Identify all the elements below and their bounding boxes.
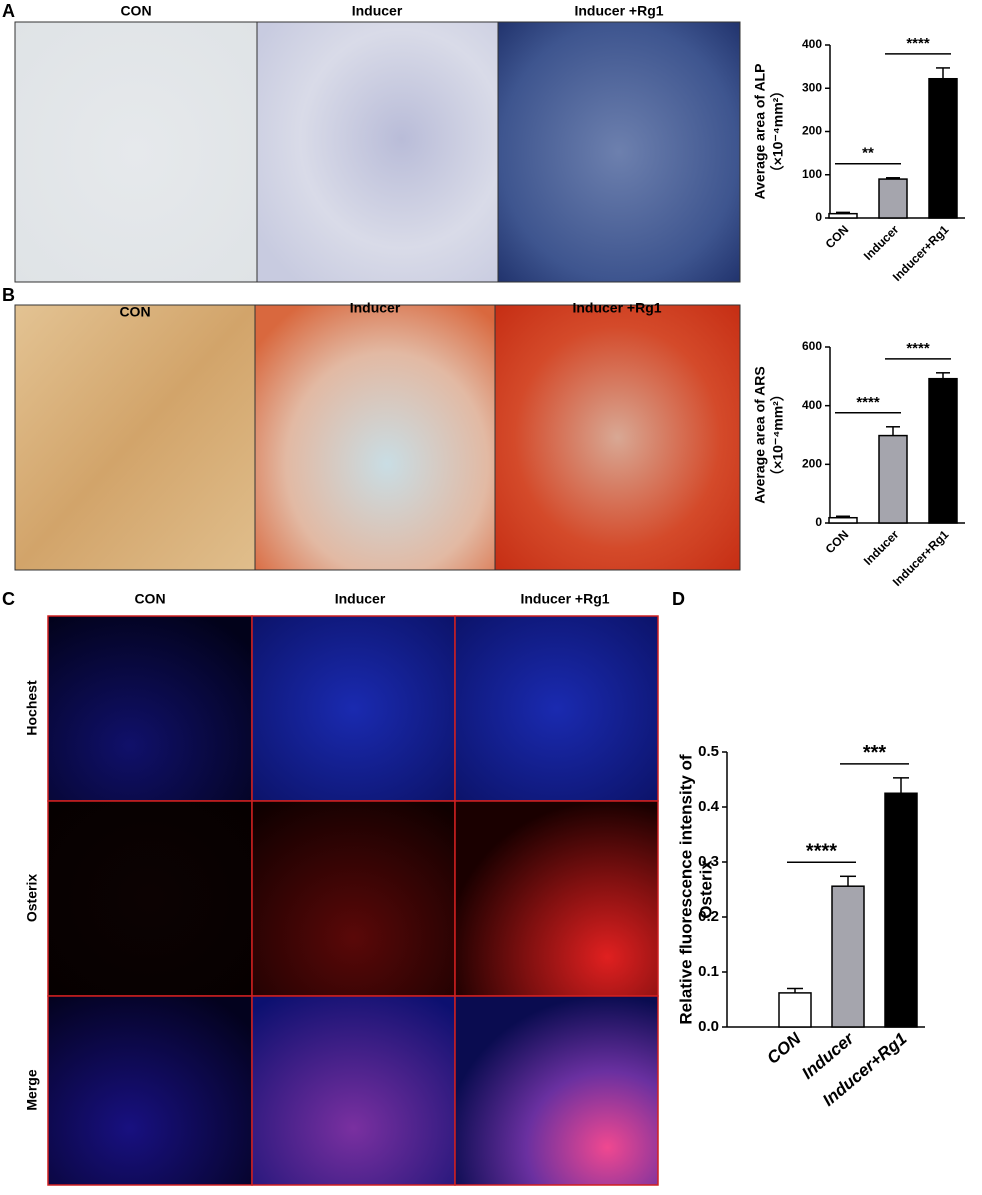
- micrographs-c: [47, 615, 659, 1186]
- bar: [928, 377, 958, 524]
- micrographs-b: [14, 304, 741, 571]
- panel-label: C: [2, 589, 15, 609]
- x-tick-label: Inducer: [861, 527, 902, 568]
- y-tick-label: 0.3: [698, 853, 719, 870]
- column-title: Inducer +Rg1: [520, 591, 609, 607]
- image: [14, 304, 256, 571]
- image: [454, 995, 659, 1186]
- y-axis-label: Relative fluorescence intensity of: [676, 754, 695, 1025]
- column-title: CON: [120, 3, 151, 19]
- column-title: CON: [119, 304, 150, 320]
- x-tick-label: CON: [763, 1028, 805, 1067]
- panel-label: B: [2, 285, 15, 305]
- image: [14, 21, 258, 283]
- image: [494, 304, 741, 571]
- bar: [928, 77, 958, 219]
- y-axis-label: Average area of ARS: [752, 366, 768, 503]
- y-tick-label: 200: [802, 457, 822, 471]
- y-tick-label: 0.1: [698, 963, 719, 980]
- y-tick-label: 600: [802, 339, 822, 353]
- y-tick-label: 400: [802, 37, 822, 51]
- bar: [884, 792, 918, 1028]
- significance-label: ****: [806, 841, 837, 863]
- y-tick-label: 0: [815, 515, 822, 529]
- y-axis-label: Average area of ALP: [752, 64, 768, 200]
- row-label: Merge: [24, 1069, 40, 1110]
- column-title: Inducer: [352, 3, 403, 19]
- image: [251, 995, 456, 1186]
- significance-label: ****: [856, 394, 880, 411]
- significance-label: ***: [863, 742, 887, 764]
- image: [47, 995, 253, 1186]
- y-tick-label: 0: [815, 210, 822, 224]
- image: [47, 800, 253, 997]
- image: [497, 21, 741, 283]
- panel-label: A: [2, 1, 15, 21]
- image: [454, 800, 659, 997]
- significance-label: ****: [906, 340, 930, 357]
- panel-label: D: [672, 589, 685, 609]
- image: [454, 615, 659, 802]
- bar: [878, 434, 908, 524]
- image: [256, 21, 499, 283]
- y-axis-label: （×10⁻⁴mm²）: [770, 84, 786, 180]
- bar: [778, 992, 812, 1028]
- row-label: Osterix: [24, 874, 40, 922]
- y-tick-label: 0.4: [698, 798, 720, 815]
- y-tick-label: 0.5: [698, 743, 719, 760]
- row-label: Hochest: [24, 680, 40, 736]
- column-title: Inducer: [335, 591, 386, 607]
- column-title: Inducer: [350, 300, 401, 316]
- x-tick-label: Inducer: [861, 222, 902, 263]
- bar: [831, 885, 865, 1028]
- column-title: CON: [134, 591, 165, 607]
- x-tick-label: CON: [823, 527, 852, 556]
- y-tick-label: 300: [802, 80, 822, 94]
- y-tick-label: 0.0: [698, 1018, 719, 1035]
- x-tick-label: CON: [823, 222, 852, 251]
- y-axis-label: Osterix: [696, 860, 715, 919]
- y-tick-label: 200: [802, 124, 822, 138]
- y-tick-label: 400: [802, 398, 822, 412]
- y-axis-label: （×10⁻⁴mm²）: [770, 387, 786, 483]
- y-tick-label: 100: [802, 167, 822, 181]
- significance-label: **: [862, 145, 874, 162]
- image: [254, 304, 496, 571]
- bar: [878, 178, 908, 219]
- image: [251, 800, 456, 997]
- bar: [828, 212, 858, 219]
- significance-label: ****: [906, 35, 930, 52]
- image: [47, 615, 253, 802]
- column-title: Inducer +Rg1: [572, 300, 661, 316]
- bar: [828, 516, 858, 524]
- column-title: Inducer +Rg1: [574, 3, 663, 19]
- micrographs-a: [14, 21, 741, 283]
- image: [251, 615, 456, 802]
- y-tick-label: 0.2: [698, 908, 719, 925]
